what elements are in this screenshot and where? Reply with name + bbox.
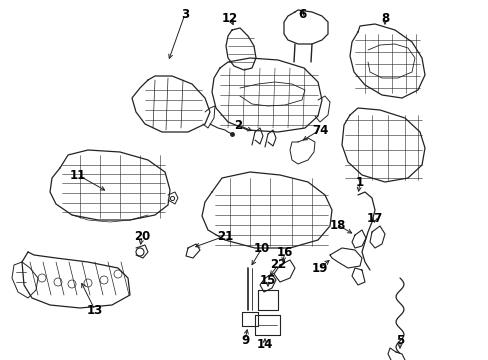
Text: 2: 2 xyxy=(233,118,242,131)
Text: 8: 8 xyxy=(380,12,388,24)
Text: 9: 9 xyxy=(241,333,248,346)
Text: 18: 18 xyxy=(329,219,346,231)
Text: 74: 74 xyxy=(311,123,327,136)
Text: 6: 6 xyxy=(297,8,305,21)
Text: 17: 17 xyxy=(366,212,382,225)
Text: 10: 10 xyxy=(253,242,269,255)
Text: 11: 11 xyxy=(70,168,86,181)
Text: 15: 15 xyxy=(259,274,276,287)
Text: 16: 16 xyxy=(276,246,293,258)
Text: 20: 20 xyxy=(134,230,150,243)
Text: 14: 14 xyxy=(256,338,273,351)
Text: 3: 3 xyxy=(181,8,189,21)
Text: 12: 12 xyxy=(222,12,238,24)
Text: 19: 19 xyxy=(311,261,327,274)
Text: 1: 1 xyxy=(355,176,364,189)
Text: 22: 22 xyxy=(269,258,285,271)
Text: 5: 5 xyxy=(395,333,403,346)
Text: 21: 21 xyxy=(217,230,233,243)
Text: 13: 13 xyxy=(87,303,103,316)
